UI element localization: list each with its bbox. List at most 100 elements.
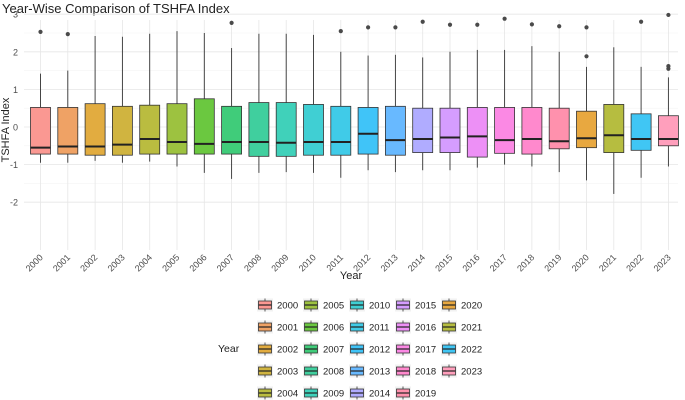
legend: Year 2000 2001 2002 2003 2004 2005 2006 2007 200… <box>218 298 482 400</box>
legend-label: 2004 <box>277 389 298 400</box>
iqr-box <box>576 110 597 149</box>
x-tick-label: 2000 <box>24 252 45 273</box>
legend-label: 2023 <box>461 367 482 378</box>
iqr-box <box>221 105 243 155</box>
outlier-point <box>529 22 535 27</box>
outlier-point <box>65 32 70 37</box>
box-2013 <box>384 25 406 173</box>
x-tick-label: 2019 <box>542 252 563 273</box>
legend-item-2003: 2003 <box>257 364 298 378</box>
iqr-box <box>193 98 215 155</box>
outlier-point <box>666 63 671 69</box>
legend-label: 2012 <box>369 345 390 356</box>
legend-item-2001: 2001 <box>257 320 298 334</box>
y-tick-label: -1 <box>10 160 18 170</box>
legend-label: 2019 <box>415 389 436 400</box>
y-ticks: -2 -1 0 1 2 3 <box>10 10 18 208</box>
outlier-point <box>584 25 589 30</box>
legend-label: 2002 <box>277 345 298 356</box>
legend-label: 2016 <box>415 323 436 334</box>
x-tick-label: 2002 <box>78 252 99 273</box>
y-tick-label: 3 <box>13 10 18 20</box>
iqr-box <box>57 107 79 155</box>
x-tick-label: 2006 <box>187 252 208 273</box>
legend-label: 2005 <box>323 301 344 312</box>
box-2012 <box>357 25 379 171</box>
chart-title: Year-Wise Comparison of TSHFA Index <box>2 1 230 16</box>
legend-label: 2006 <box>323 323 344 334</box>
legend-item-2000: 2000 <box>257 298 298 312</box>
x-tick-label: 2009 <box>269 252 290 273</box>
x-tick-label: 2017 <box>488 252 509 273</box>
legend-item-2015: 2015 <box>395 298 436 312</box>
x-tick-label: 2004 <box>133 252 154 273</box>
legend-label: 2010 <box>369 301 390 312</box>
x-tick-label: 2001 <box>51 252 72 273</box>
iqr-box <box>603 104 625 153</box>
x-tick-label: 2008 <box>242 252 263 273</box>
box-2017 <box>494 16 516 165</box>
box-2000 <box>30 29 51 163</box>
box-2020 <box>576 25 597 181</box>
outlier-point <box>338 29 343 34</box>
legend-item-2002: 2002 <box>257 342 298 356</box>
legend-item-2009: 2009 <box>303 386 344 400</box>
box-2011 <box>330 29 352 178</box>
box-2001 <box>57 32 79 163</box>
box-2002 <box>84 36 106 161</box>
iqr-box <box>139 104 161 155</box>
legend-label: 2020 <box>461 301 482 312</box>
y-tick-label: 2 <box>13 47 18 57</box>
box-2003 <box>112 36 133 163</box>
legend-item-2013: 2013 <box>349 364 390 378</box>
box-2016 <box>466 22 488 168</box>
legend-label: 2007 <box>323 345 344 356</box>
legend-label: 2018 <box>415 367 436 378</box>
box-2022 <box>630 19 652 178</box>
legend-item-2005: 2005 <box>303 298 344 312</box>
outlier-point <box>584 54 589 59</box>
legend-item-2023: 2023 <box>441 364 482 378</box>
iqr-box <box>658 115 679 147</box>
legend-label: 2022 <box>461 345 482 356</box>
y-tick-label: 0 <box>13 123 18 133</box>
legend-label: 2001 <box>277 323 298 334</box>
iqr-box <box>84 103 106 156</box>
legend-item-2022: 2022 <box>441 342 482 356</box>
legend-title: Year <box>218 343 240 355</box>
iqr-box <box>439 107 461 153</box>
box-2004 <box>139 33 161 162</box>
outlier-point <box>639 19 644 24</box>
legend-item-2011: 2011 <box>349 320 389 334</box>
x-tick-label: 2014 <box>406 252 427 273</box>
iqr-box <box>275 102 297 157</box>
box-2014 <box>412 19 434 171</box>
legend-item-2017: 2017 <box>395 342 436 356</box>
x-tick-label: 2021 <box>597 252 618 273</box>
iqr-box <box>357 107 379 155</box>
x-tick-label: 2018 <box>515 252 536 273</box>
iqr-box <box>384 105 406 156</box>
outlier-point <box>393 25 398 30</box>
legend-label: 2008 <box>323 367 344 378</box>
legend-item-2008: 2008 <box>303 364 344 378</box>
box-2008 <box>248 33 270 173</box>
iqr-box <box>412 107 434 153</box>
legend-item-2004: 2004 <box>257 386 298 400</box>
legend-label: 2011 <box>369 323 389 334</box>
box-2015 <box>439 22 461 171</box>
legend-item-2007: 2007 <box>303 342 344 356</box>
x-tick-label: 2023 <box>652 252 673 273</box>
legend-label: 2017 <box>415 345 436 356</box>
legend-label: 2013 <box>369 367 390 378</box>
legend-item-2020: 2020 <box>441 298 482 312</box>
x-tick-label: 2010 <box>297 252 318 273</box>
x-axis-label: Year <box>340 270 363 282</box>
outlier-point <box>38 29 43 34</box>
legend-item-2019: 2019 <box>395 386 436 400</box>
legend-label: 2003 <box>277 367 298 378</box>
outlier-point <box>447 22 453 27</box>
iqr-box <box>548 107 570 150</box>
plot-area: -2 -1 0 1 2 3 2000 2001 2002 2003 2004 2005 2006 2007… <box>10 10 679 274</box>
